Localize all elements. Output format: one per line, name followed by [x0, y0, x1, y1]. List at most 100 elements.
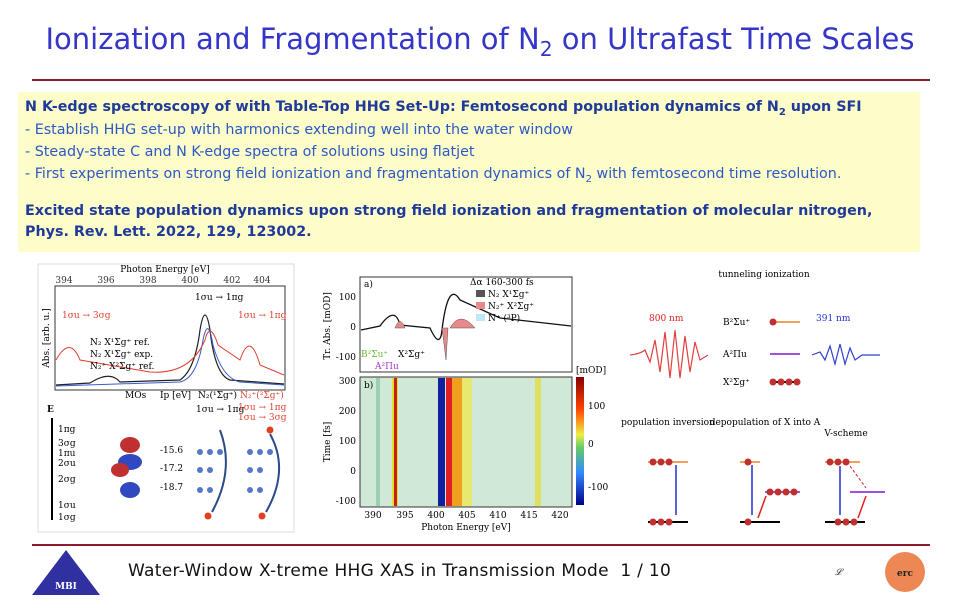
- state: A²Πu: [374, 362, 399, 372]
- ip: -18.7: [160, 483, 183, 493]
- text: with femtosecond time resolution.: [591, 166, 842, 182]
- axis-title: E: [47, 405, 54, 415]
- sub: 2: [585, 173, 592, 185]
- title-text: Ionization and Fragmentation of N: [45, 22, 540, 56]
- footer-text: Water-Window X-treme HHG XAS in Transmis…: [128, 561, 609, 581]
- tick: 420: [551, 511, 568, 521]
- bullet: - Establish HHG set-up with harmonics ex…: [25, 122, 573, 138]
- left-figure: Photon Energy [eV] 394 396 398 400 402 4…: [37, 263, 295, 533]
- label: depopulation of X into A: [710, 418, 821, 428]
- tick: 415: [520, 511, 537, 521]
- annotation: 1σu → 1πg: [195, 293, 244, 303]
- annotation: 1σu → 1πg: [238, 311, 287, 321]
- tick: 100: [339, 437, 356, 447]
- title-text: on Ultrafast Time Scales: [552, 22, 915, 56]
- tick: 400: [427, 511, 444, 521]
- tick: -100: [336, 497, 356, 507]
- citation: Excited state population dynamics upon s…: [25, 203, 873, 219]
- ip: -15.6: [160, 446, 183, 456]
- tick: 405: [458, 511, 475, 521]
- legend: N₂ X¹Σg⁺ exp.: [90, 350, 153, 360]
- sub: 2: [778, 106, 786, 118]
- tick: -100: [588, 483, 608, 493]
- orbitals: 1πg 3σg 1πu 2σu 2σg 1σu 1σg: [58, 425, 76, 523]
- orbital: 1σg: [58, 513, 76, 523]
- tick: 100: [588, 402, 605, 412]
- tick: 300: [339, 377, 356, 387]
- heading: N K-edge spectroscopy of with Table-Top …: [25, 99, 862, 118]
- page-number: 1 / 10: [620, 561, 672, 581]
- x-label: Photon Energy [eV]: [421, 523, 511, 533]
- state: B²Σu⁺: [723, 318, 750, 328]
- transition: 1σu → 1πg: [196, 405, 245, 415]
- heatmap: [376, 378, 541, 506]
- summary-box: N K-edge spectroscopy of with Table-Top …: [18, 92, 920, 252]
- state: A²Πu: [722, 350, 747, 360]
- ip: -17.2: [160, 464, 183, 474]
- label: 800 nm: [649, 314, 684, 324]
- bullet: - Steady-state C and N K-edge spectra of…: [25, 144, 475, 160]
- logo-text: erc: [897, 569, 913, 579]
- tick: 200: [339, 407, 356, 417]
- legend: Δα 160-300 fs: [470, 278, 534, 288]
- y-label: Time [fs]: [323, 422, 333, 463]
- rule: [32, 544, 930, 546]
- legend: N₂⁺ X²Σg⁺ ref.: [90, 362, 154, 372]
- rule: [32, 79, 930, 81]
- state: X²Σg⁺: [398, 350, 425, 360]
- legend: N⁺ (³P): [488, 313, 520, 324]
- colorbar-title: [mOD]: [576, 366, 606, 376]
- column: N₂(¹Σg⁺): [198, 390, 237, 401]
- orbital: 1πu: [58, 449, 76, 459]
- title-sub: 2: [539, 36, 553, 61]
- label: population inversion: [621, 418, 715, 428]
- text: - Establish HHG set-up with harmonics ex…: [25, 122, 573, 138]
- y-label: Tr. Abs. [mOD]: [323, 292, 333, 360]
- annotation: 1σu → 3σg: [62, 311, 111, 321]
- orbital: 1πg: [58, 425, 76, 435]
- text: N K-edge spectroscopy of with Table-Top …: [25, 99, 779, 115]
- footer: Water-Window X-treme HHG XAS in Transmis…: [128, 561, 671, 581]
- logo-mark: 𝓛: [835, 568, 844, 578]
- bullet: - First experiments on strong field ioni…: [25, 166, 841, 185]
- tick: 395: [396, 511, 413, 521]
- tick: 0: [588, 440, 594, 450]
- orbital: 2σu: [58, 459, 76, 469]
- legend: N₂ X¹Σg⁺: [488, 290, 529, 300]
- axis-title: Photon Energy [eV]: [120, 265, 210, 275]
- tick: 404: [253, 276, 270, 286]
- orbital: 2σg: [58, 475, 76, 485]
- text: - Steady-state C and N K-edge spectra of…: [25, 144, 475, 160]
- transition: 1σu → 1πg: [238, 403, 287, 413]
- orbital: 1σu: [58, 501, 76, 511]
- tick: 0: [350, 467, 356, 477]
- tick: 394: [55, 276, 72, 286]
- citation: Phys. Rev. Lett. 2022, 129, 123002.: [25, 224, 312, 240]
- tick: 402: [223, 276, 240, 286]
- logo-text: MBI: [55, 582, 77, 592]
- ticks: 394 396 398 400 402 404: [55, 276, 270, 286]
- label: V-scheme: [823, 429, 867, 439]
- right-figure: tunneling ionization 800 nm 391 nm B²Σu⁺…: [621, 270, 885, 526]
- transition: 1σu → 3σg: [238, 413, 287, 423]
- logo: [885, 552, 925, 592]
- tick: -100: [336, 353, 356, 363]
- text: upon SFI: [785, 99, 862, 115]
- tick: 400: [181, 276, 198, 286]
- label: tunneling ionization: [718, 270, 810, 280]
- column: N₂⁺(²Σg⁺): [240, 390, 284, 401]
- column: MOs: [125, 391, 147, 401]
- tick: 396: [97, 276, 114, 286]
- state: B²Σu⁺: [361, 350, 388, 360]
- title: Ionization and Fragmentation of N2 on Ul…: [0, 22, 960, 61]
- panel-label: a): [364, 279, 373, 290]
- panel-label: b): [364, 380, 373, 391]
- orbital: 3σg: [58, 439, 76, 449]
- logo: [32, 550, 100, 595]
- legend: N₂ X¹Σg⁺ ref.: [90, 338, 150, 348]
- column: Ip [eV]: [160, 391, 191, 401]
- state: X²Σg⁺: [723, 378, 750, 388]
- label: 391 nm: [816, 314, 851, 324]
